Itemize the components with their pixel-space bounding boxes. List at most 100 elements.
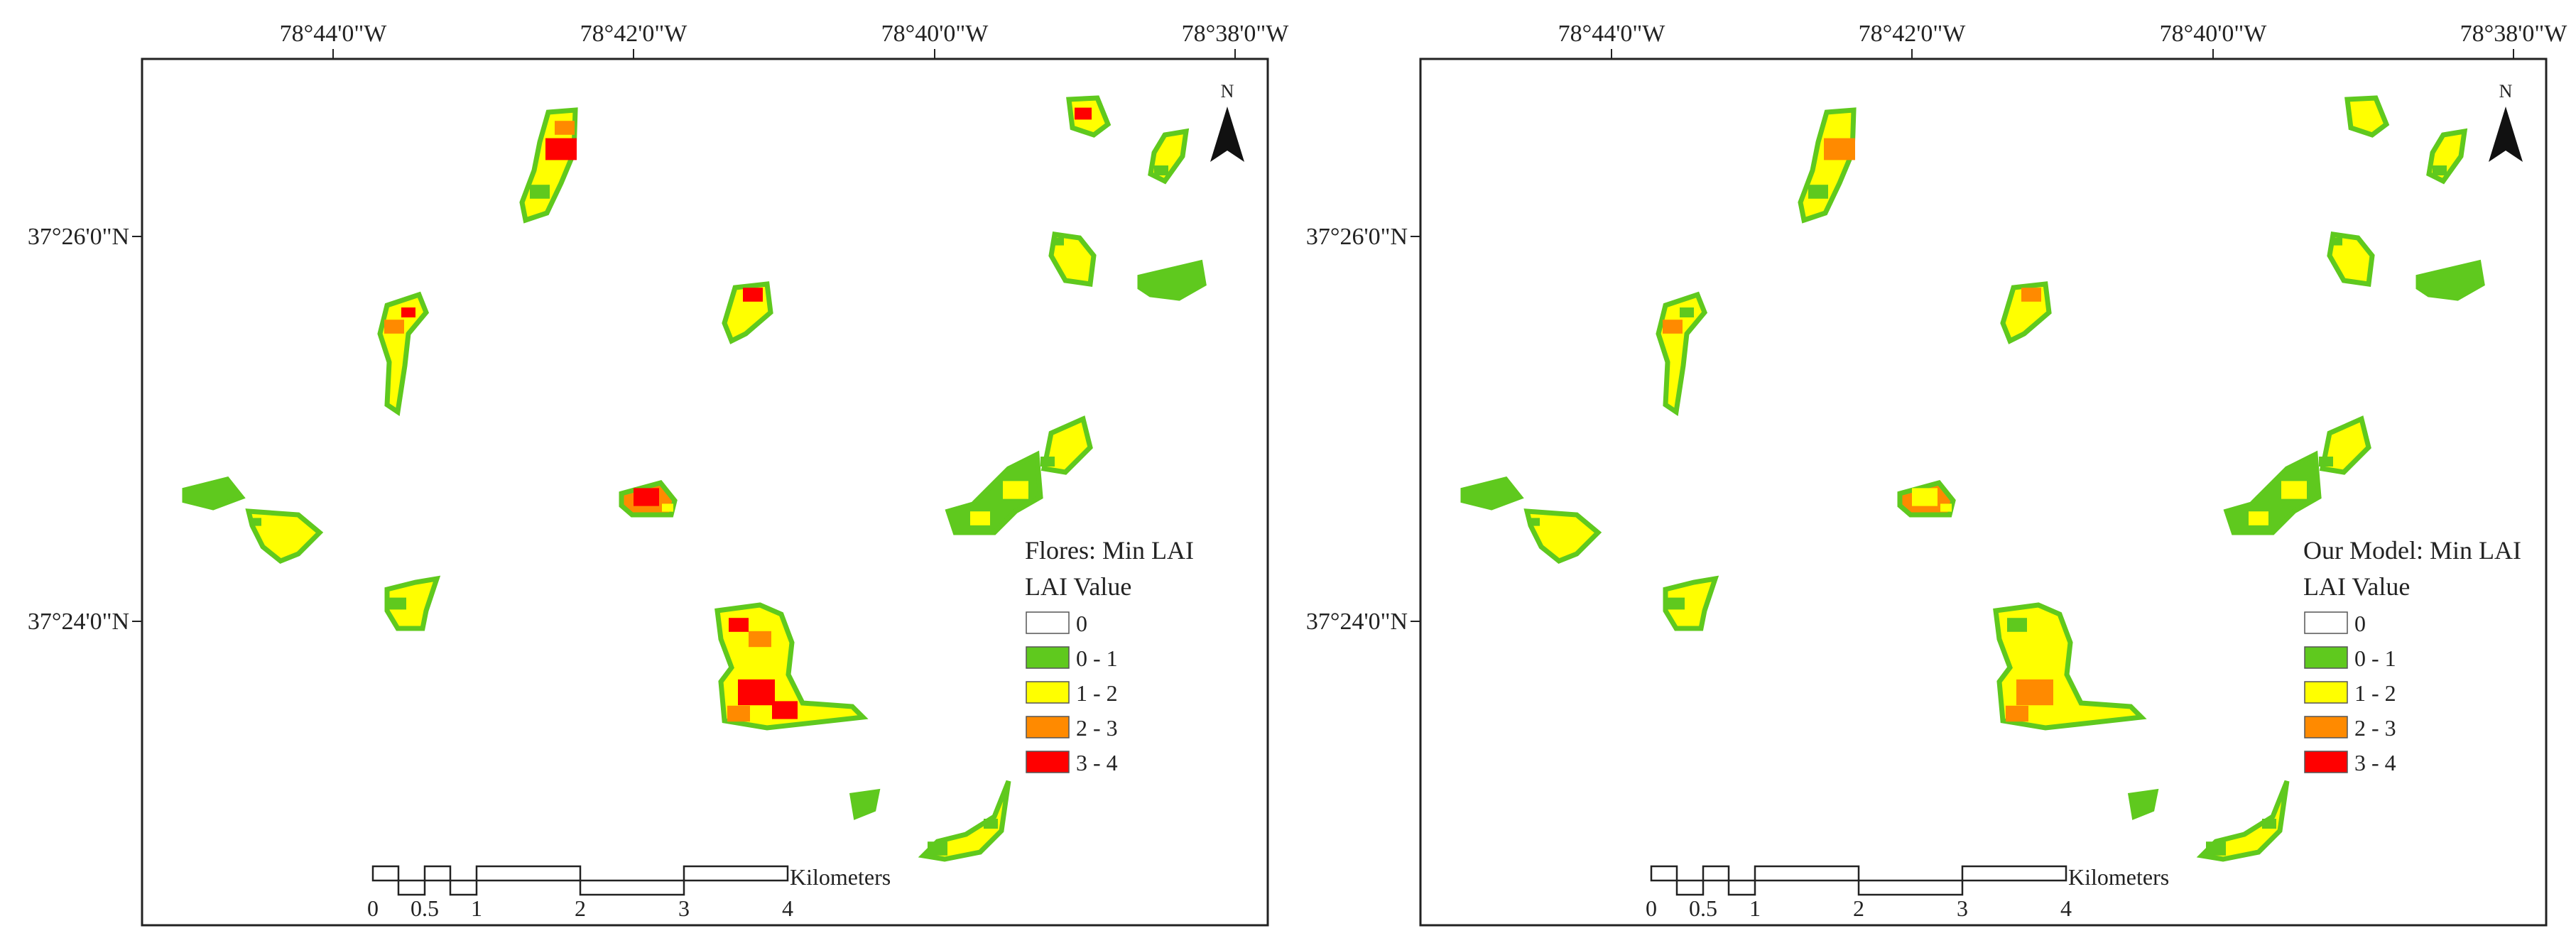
lai-cluster bbox=[749, 631, 771, 648]
legend-title: LAI Value bbox=[1025, 572, 1131, 601]
longitude-label: 78°40'0"W bbox=[2160, 21, 2268, 47]
lai-cluster bbox=[928, 841, 947, 856]
lai-cluster bbox=[545, 138, 577, 160]
lai-cluster bbox=[2433, 165, 2447, 175]
legend-label: 3 - 4 bbox=[1076, 750, 1118, 775]
latitude-label: 37°26'0"N bbox=[1306, 224, 1408, 250]
field-w4 bbox=[384, 575, 441, 631]
lai-cluster bbox=[2007, 618, 2027, 632]
field-e3 bbox=[1040, 415, 1093, 475]
field-e1 bbox=[1048, 231, 1097, 287]
legend-title: LAI Value bbox=[2303, 572, 2410, 601]
scale-segment bbox=[1727, 879, 1756, 896]
north-arrow-shape bbox=[1210, 107, 1244, 162]
field-w4 bbox=[1663, 575, 1719, 631]
scale-tick-label: 1 bbox=[471, 895, 482, 921]
map-panel-flores: 78°44'0"W 78°42'0"W 78°40'0"W 78°38'0"W 37°2… bbox=[28, 21, 1289, 927]
scale-tick-label: 0.5 bbox=[411, 895, 439, 921]
map-title: Flores: Min LAI bbox=[1025, 536, 1194, 565]
north-arrow-icon: N bbox=[2489, 81, 2523, 162]
legend-item: 2 - 3 bbox=[2304, 715, 2396, 741]
longitude-label: 78°44'0"W bbox=[280, 21, 388, 47]
field-w2 bbox=[182, 476, 246, 511]
field-patch bbox=[1048, 231, 1097, 287]
scale-segment bbox=[1702, 865, 1730, 882]
latitude-label: 37°24'0"N bbox=[28, 609, 129, 635]
legend-swatch bbox=[2304, 681, 2348, 704]
field-s2 bbox=[2127, 788, 2159, 820]
scale-segment bbox=[1961, 865, 2067, 882]
lai-cluster bbox=[743, 288, 763, 302]
latitude-label: 37°26'0"N bbox=[28, 224, 129, 250]
field-e1 bbox=[2327, 231, 2375, 287]
lai-cluster bbox=[2006, 705, 2028, 722]
legend-label: 1 - 2 bbox=[1076, 680, 1118, 706]
scale-segment bbox=[1675, 879, 1705, 896]
field-c1 bbox=[2000, 281, 2052, 344]
legend-swatch bbox=[2304, 611, 2348, 634]
lai-cluster bbox=[1075, 107, 1092, 120]
legend-swatch bbox=[1026, 646, 1070, 669]
field-w1 bbox=[1656, 291, 1708, 416]
legend-swatch bbox=[1026, 716, 1070, 738]
lai-cluster bbox=[2262, 819, 2276, 829]
field-e3 bbox=[2319, 415, 2371, 475]
field-ne1 bbox=[2344, 95, 2390, 138]
field-ne2 bbox=[1148, 128, 1190, 185]
map-panel-our-model: 78°44'0"W 78°42'0"W 78°40'0"W 78°38'0"W 37°2… bbox=[1306, 21, 2568, 927]
legend-label: 2 - 3 bbox=[2354, 715, 2396, 741]
lai-cluster bbox=[2249, 511, 2268, 525]
legend-item: 1 - 2 bbox=[1026, 680, 1118, 706]
legend-swatch bbox=[2304, 716, 2348, 738]
field-ne1 bbox=[1066, 95, 1112, 138]
lai-cluster bbox=[2016, 679, 2053, 706]
field-n1 bbox=[519, 107, 578, 224]
legend: LAI Value 0 0 - 1 1 - 2 2 - 3 3 - 4 bbox=[1025, 572, 1131, 775]
scale-tick-label: 2 bbox=[575, 895, 586, 921]
legend-swatch bbox=[1026, 681, 1070, 704]
lai-cluster bbox=[984, 819, 998, 829]
lai-cluster bbox=[1663, 320, 1683, 334]
legend-label: 1 - 2 bbox=[2354, 680, 2396, 706]
lai-cluster bbox=[1528, 518, 1540, 526]
scale-tick-label: 0 bbox=[367, 895, 379, 921]
scale-segment bbox=[1650, 865, 1678, 882]
longitude-label: 78°40'0"W bbox=[881, 21, 989, 47]
longitude-label: 78°44'0"W bbox=[1558, 21, 1666, 47]
lai-cluster bbox=[662, 503, 673, 512]
field-s1 bbox=[714, 602, 869, 731]
latitude-label: 37°24'0"N bbox=[1306, 609, 1408, 635]
scale-tick-label: 4 bbox=[782, 895, 793, 921]
field-patch bbox=[1523, 508, 1602, 565]
field-e2 bbox=[1137, 259, 1207, 301]
scale-tick-label: 3 bbox=[678, 895, 690, 921]
field-s3 bbox=[918, 780, 1011, 862]
lai-cluster bbox=[1668, 597, 1685, 610]
north-arrow-shape bbox=[2489, 107, 2523, 162]
longitude-label: 78°38'0"W bbox=[2460, 21, 2568, 47]
scale-tick-label: 1 bbox=[1749, 895, 1761, 921]
scale-segment bbox=[371, 865, 400, 882]
lai-cluster bbox=[1003, 481, 1028, 499]
field-ne2 bbox=[2426, 128, 2468, 185]
legend-item: 1 - 2 bbox=[2304, 680, 2396, 706]
scale-tick-label: 3 bbox=[1957, 895, 1968, 921]
scale-segment bbox=[1754, 865, 1860, 882]
legend-item: 0 - 1 bbox=[2304, 645, 2396, 671]
field-patch bbox=[1137, 259, 1207, 301]
field-patch bbox=[2127, 788, 2159, 820]
lai-cluster bbox=[250, 518, 261, 526]
lai-cluster bbox=[1824, 138, 1855, 160]
lai-cluster bbox=[389, 597, 406, 610]
lai-cluster bbox=[1808, 185, 1828, 199]
legend: LAI Value 0 0 - 1 1 - 2 2 - 3 3 - 4 bbox=[2303, 572, 2410, 775]
longitude-label: 78°42'0"W bbox=[1859, 21, 1967, 47]
field-w2 bbox=[1460, 476, 1524, 511]
scale-unit: Kilometers bbox=[790, 864, 891, 890]
lai-cluster bbox=[2206, 841, 2226, 856]
field-patch bbox=[2327, 231, 2375, 287]
field-patch bbox=[182, 476, 246, 511]
legend-swatch bbox=[1026, 751, 1070, 773]
legend-item: 2 - 3 bbox=[1026, 715, 1118, 741]
legend-item: 3 - 4 bbox=[1026, 750, 1118, 775]
